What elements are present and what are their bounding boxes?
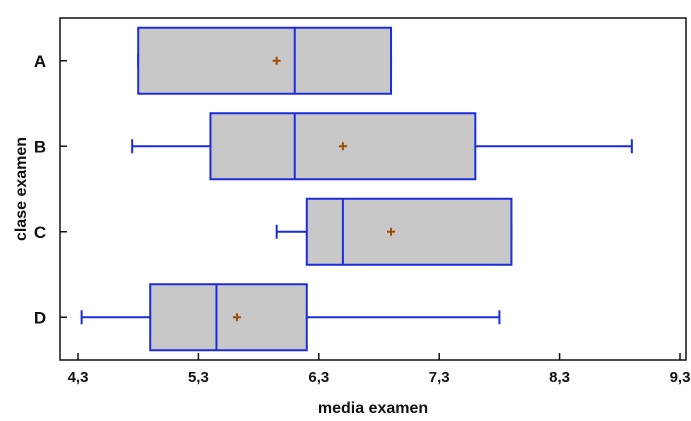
box-iqr (305, 197, 513, 266)
axis-ticks: 4,3 5,3 6,3 7,3 8,3 9,3 A B C D (34, 52, 691, 386)
box-iqr (149, 283, 308, 352)
x-tick-label: 4,3 (68, 369, 89, 386)
category-label: A (34, 52, 46, 71)
category-label: C (34, 223, 46, 242)
category-label: D (34, 308, 46, 327)
plot-frame (59, 17, 687, 361)
x-tick-label: 7,3 (429, 369, 450, 386)
box-series (80, 26, 633, 352)
box-iqr (209, 112, 477, 181)
box-iqr (137, 26, 393, 95)
x-tick-label: 8,3 (549, 369, 570, 386)
x-tick-label: 6,3 (308, 369, 329, 386)
x-tick-label: 9,3 (670, 369, 691, 386)
category-label: B (34, 137, 46, 156)
x-axis-title: media examen (318, 400, 428, 417)
x-tick-label: 5,3 (188, 369, 209, 386)
y-axis-title: clase examen (13, 137, 30, 241)
